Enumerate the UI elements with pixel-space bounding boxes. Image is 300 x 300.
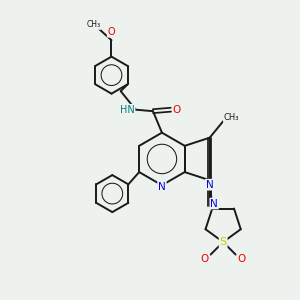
- Text: O: O: [238, 254, 246, 264]
- Text: HN: HN: [120, 105, 135, 115]
- Text: O: O: [108, 27, 115, 37]
- Text: N: N: [210, 199, 218, 208]
- Text: O: O: [173, 105, 181, 115]
- Text: N: N: [158, 182, 166, 192]
- Text: N: N: [206, 180, 214, 190]
- Text: O: O: [200, 254, 209, 264]
- Text: CH₃: CH₃: [86, 20, 100, 29]
- Text: CH₃: CH₃: [224, 113, 239, 122]
- Text: S: S: [220, 237, 227, 247]
